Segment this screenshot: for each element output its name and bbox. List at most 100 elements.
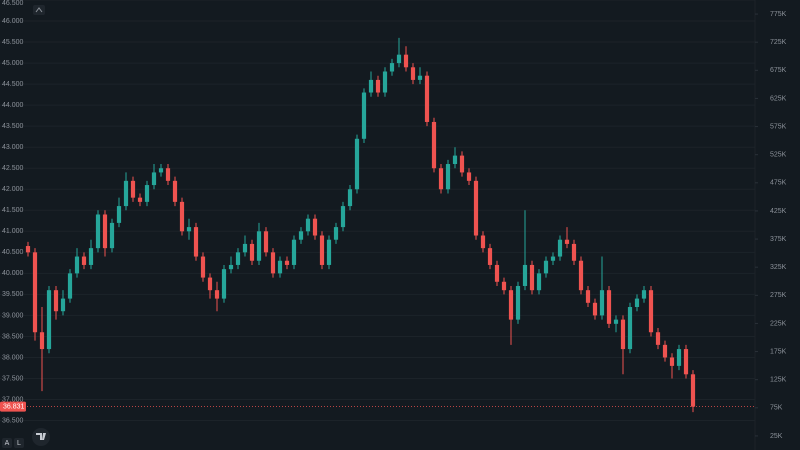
candle-body <box>165 168 171 181</box>
candle-body <box>81 256 87 265</box>
candle-body <box>508 290 514 320</box>
y2-tick-label: 275K <box>770 292 787 299</box>
candle-body <box>137 197 143 202</box>
candle-body <box>53 290 59 312</box>
candle-body <box>515 285 521 320</box>
candle-body <box>634 298 640 308</box>
control-label[interactable]: A <box>5 440 10 447</box>
y2-tick-label: 125K <box>770 377 787 384</box>
candle-body <box>571 243 577 261</box>
candle-body <box>480 235 486 249</box>
y-tick-label: 43.000 <box>2 144 24 151</box>
candle-body <box>641 290 647 299</box>
candle-body <box>221 269 227 299</box>
y2-tick-label: 625K <box>770 95 787 102</box>
y-tick-label: 44.500 <box>2 81 24 88</box>
candle-body <box>501 281 507 291</box>
y-tick-label: 44.000 <box>2 102 24 109</box>
y2-tick-label: 225K <box>770 320 787 327</box>
candle-body <box>424 75 430 122</box>
candle-body <box>256 231 262 261</box>
candle-body <box>172 180 178 202</box>
last-price-tag <box>0 401 26 412</box>
candle-body <box>130 180 136 198</box>
y2-tick-label: 475K <box>770 180 787 187</box>
control-button[interactable] <box>14 438 24 448</box>
candle-body <box>564 239 570 244</box>
y-tick-label: 40.500 <box>2 249 24 256</box>
y-tick-label: 46.500 <box>2 0 24 7</box>
candle-body <box>543 260 549 274</box>
y2-tick-label: 725K <box>770 39 787 46</box>
candle-body <box>67 273 73 299</box>
candle-body <box>438 168 444 190</box>
candle-body <box>445 164 451 190</box>
candle-body <box>95 214 101 249</box>
candle-body <box>60 298 66 312</box>
candle-body <box>410 67 416 80</box>
y-tick-label: 42.500 <box>2 165 24 172</box>
y2-tick-label: 525K <box>770 152 787 159</box>
control-button[interactable] <box>2 438 12 448</box>
y-tick-label: 36.500 <box>2 417 24 424</box>
candle-body <box>193 227 199 257</box>
candle-body <box>158 168 164 173</box>
candle-body <box>333 227 339 240</box>
y-tick-label: 41.000 <box>2 228 24 235</box>
candle-body <box>382 71 388 93</box>
y2-tick-label: 675K <box>770 67 787 74</box>
candle-body <box>242 243 248 253</box>
candle-body <box>578 260 584 291</box>
candle-body <box>452 155 458 165</box>
y-tick-label: 45.500 <box>2 39 24 46</box>
candle-body <box>179 201 185 232</box>
candle-body <box>683 349 689 375</box>
candle-body <box>25 246 31 253</box>
y2-tick-label: 175K <box>770 348 787 355</box>
candle-body <box>361 92 367 139</box>
control-label[interactable]: L <box>17 440 21 447</box>
candle-body <box>375 79 381 93</box>
candle-body <box>522 264 528 286</box>
y2-tick-label: 325K <box>770 264 787 271</box>
y2-tick-label: 575K <box>770 123 787 130</box>
y-tick-label: 37.000 <box>2 396 24 403</box>
candle-body <box>494 264 500 282</box>
candle-body <box>277 260 283 274</box>
candle-body <box>102 214 108 249</box>
candle-body <box>235 252 241 265</box>
candle-body <box>263 231 269 253</box>
candle-body <box>270 252 276 274</box>
y-tick-label: 37.500 <box>2 375 24 382</box>
candle-body <box>459 155 465 173</box>
candle-body <box>529 264 535 291</box>
candle-body <box>431 121 437 169</box>
candle-body <box>228 264 234 270</box>
candle-body <box>389 63 395 72</box>
collapse-icon <box>35 7 43 13</box>
y2-tick-label: 375K <box>770 236 787 243</box>
tv-logo <box>32 428 50 446</box>
candle-body <box>88 248 94 265</box>
candle-body <box>403 54 409 68</box>
collapse-button[interactable] <box>33 5 45 15</box>
candle-body <box>39 332 45 350</box>
candle-body <box>74 256 80 274</box>
candle-body <box>46 290 52 350</box>
candle-body <box>207 277 213 291</box>
y2-tick-label: 75K <box>770 405 783 412</box>
y-tick-label: 45.000 <box>2 60 24 67</box>
candle-body <box>123 180 129 207</box>
candle-body <box>319 235 325 265</box>
candle-body <box>473 180 479 236</box>
candle-body <box>32 252 38 333</box>
candle-body <box>655 332 661 345</box>
candle-body <box>585 290 591 303</box>
candle-body <box>613 319 619 324</box>
y-tick-label: 43.500 <box>2 123 24 130</box>
candle-body <box>676 349 682 366</box>
candle-body <box>116 206 122 223</box>
candle-body <box>592 302 598 316</box>
